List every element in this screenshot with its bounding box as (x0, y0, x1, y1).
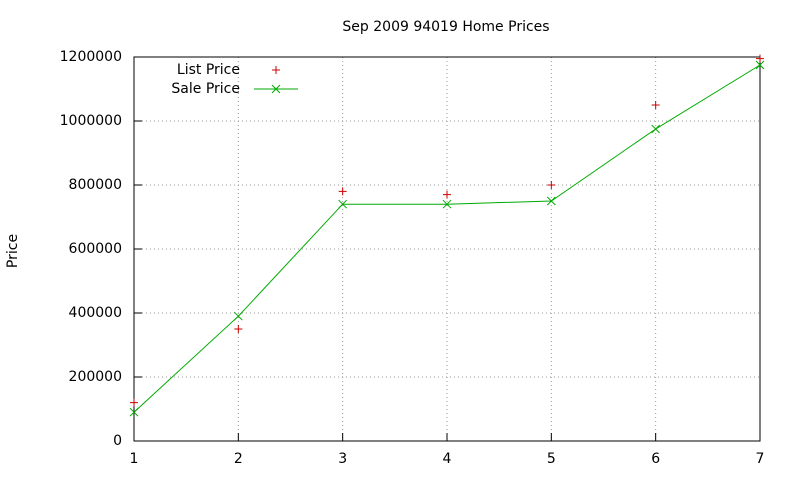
point-marker (546, 196, 556, 206)
legend-label: List Price (177, 62, 240, 78)
y-tick-label: 600000 (69, 241, 122, 257)
point-marker (547, 181, 556, 189)
x-tick-label: 2 (234, 451, 243, 467)
y-tick-label: 200000 (69, 369, 122, 385)
point-marker (129, 407, 139, 417)
y-tick-label: 1200000 (60, 49, 122, 65)
point-marker (755, 60, 765, 70)
x-tick-label: 5 (547, 451, 556, 467)
legend-marker (271, 84, 281, 94)
plot-frame (133, 56, 761, 442)
x-tick-label: 3 (338, 451, 347, 467)
point-marker (338, 187, 347, 196)
x-tick-label: 7 (756, 451, 765, 467)
legend-label: Sale Price (171, 81, 240, 97)
point-marker (234, 325, 243, 333)
chart-title: Sep 2009 94019 Home Prices (342, 19, 549, 35)
point-marker (442, 199, 452, 209)
x-tick-label: 4 (443, 451, 452, 467)
point-marker (443, 190, 451, 199)
x-tick-label: 6 (651, 451, 660, 467)
y-tick-label: 800000 (69, 177, 122, 193)
y-tick-label: 400000 (69, 305, 122, 321)
point-marker (756, 54, 764, 63)
y-tick-label: 0 (113, 433, 122, 449)
y-tick-label: 1000000 (60, 113, 122, 129)
point-marker (130, 398, 138, 407)
legend-marker (272, 66, 280, 74)
y-axis-label: Price (5, 234, 21, 268)
point-marker (233, 311, 243, 321)
point-marker (651, 124, 661, 134)
point-marker (651, 101, 660, 109)
point-marker (338, 199, 348, 209)
x-tick-label: 1 (130, 451, 139, 467)
